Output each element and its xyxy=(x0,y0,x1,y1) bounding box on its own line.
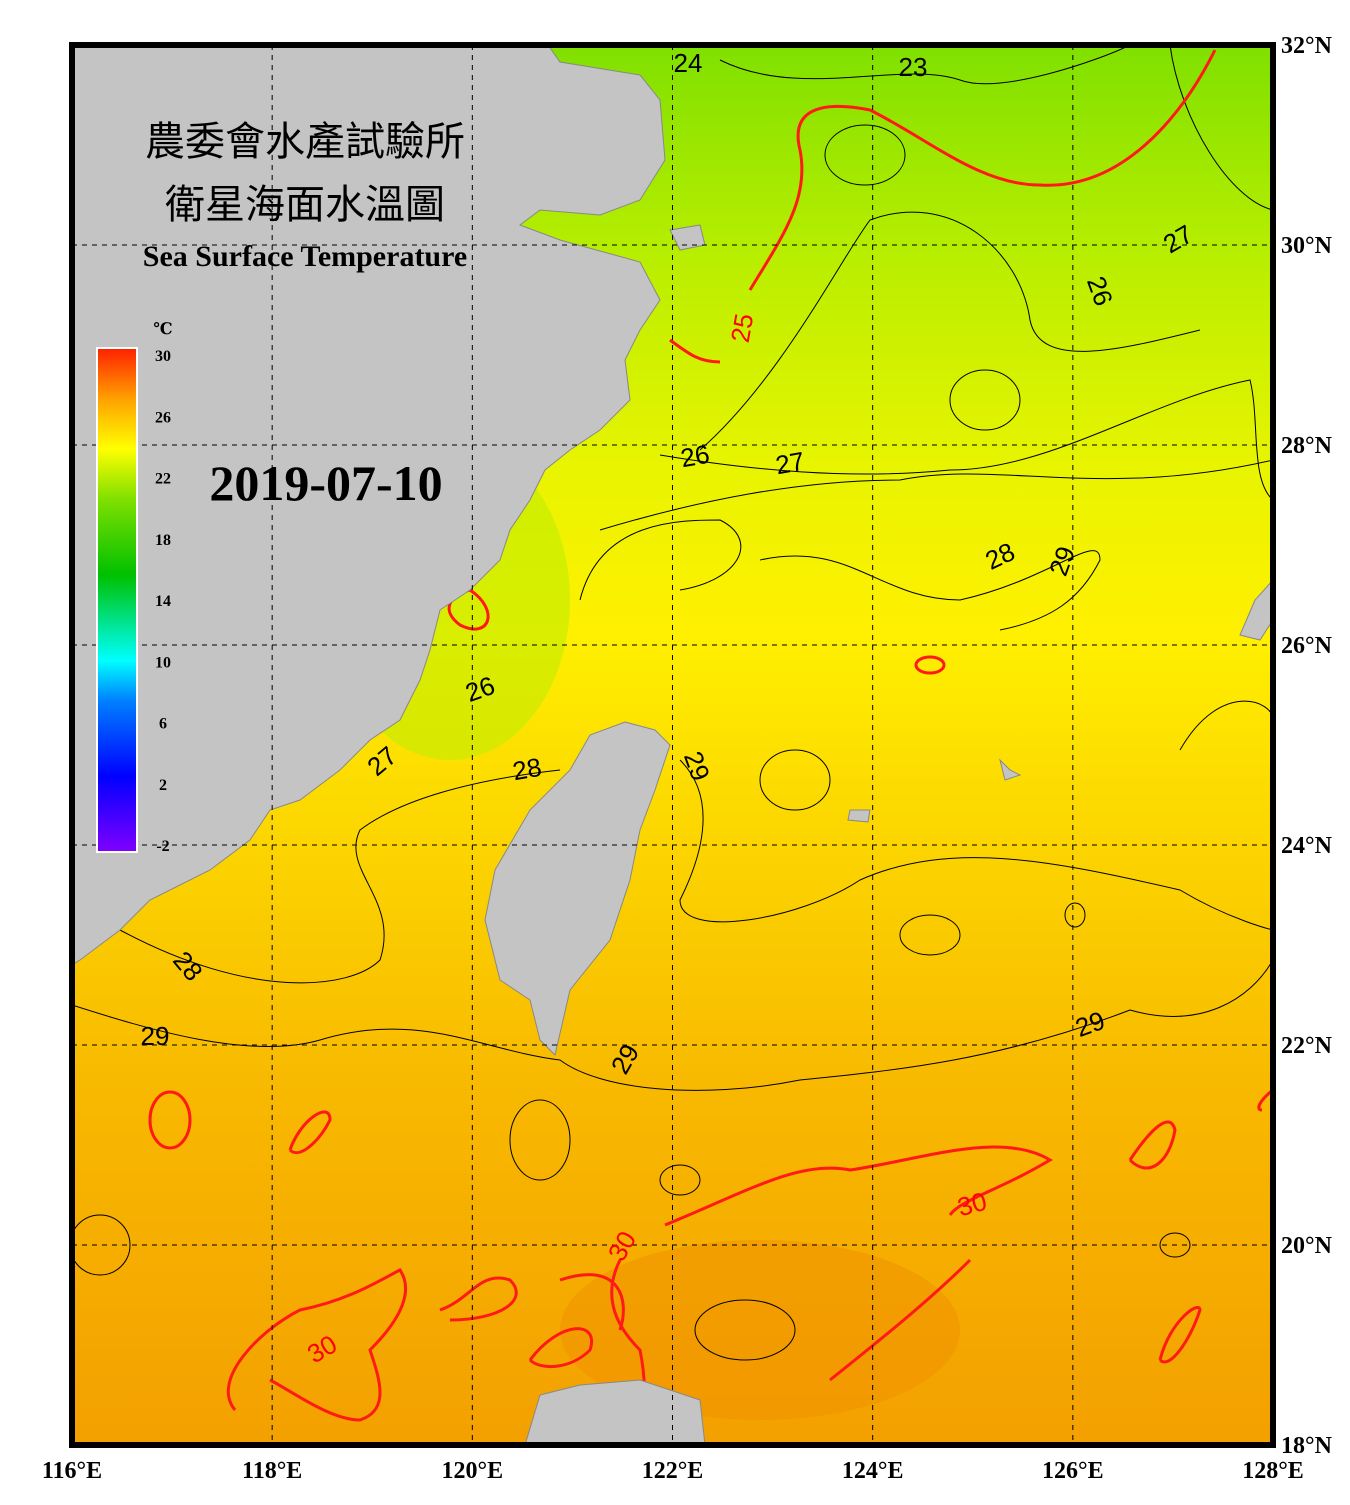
colorbar-tick-label: 22 xyxy=(155,471,171,488)
contour-label: 26 xyxy=(678,439,712,474)
colorbar-tick-label: -2 xyxy=(156,838,169,855)
contour-label: 29 xyxy=(141,1021,170,1051)
lat-label: 22°N xyxy=(1281,1033,1333,1059)
lon-label: 116°E xyxy=(42,1458,102,1484)
contour-label: 28 xyxy=(510,752,544,787)
lat-label: 20°N xyxy=(1281,1233,1333,1259)
colorbar-tick-label: 26 xyxy=(155,409,171,426)
axes: 116°E 118°E 120°E 122°E 124°E 126°E 128°E 32°N 3… xyxy=(42,33,1333,1484)
title-zh-2: 衛星海面水溫圖 xyxy=(165,182,445,227)
lon-label: 128°E xyxy=(1242,1458,1304,1484)
colorbar-tick-label: 10 xyxy=(155,654,171,671)
title-zh-1: 農委會水產試驗所 xyxy=(145,119,465,164)
isotherms xyxy=(72,45,1273,1361)
colorbar-tick-label: 14 xyxy=(155,593,171,610)
lat-label: 26°N xyxy=(1281,633,1333,659)
contour-label: 24 xyxy=(674,48,703,78)
lon-label: 122°E xyxy=(642,1458,704,1484)
lon-label: 124°E xyxy=(842,1458,904,1484)
graticule xyxy=(72,45,1273,1445)
lon-label: 126°E xyxy=(1042,1458,1104,1484)
colorbar-tick-label: 6 xyxy=(159,716,167,733)
colorbar-tick-label: 18 xyxy=(155,532,171,549)
title-en: Sea Surface Temperature xyxy=(143,240,467,273)
colorbar-tick-label: 2 xyxy=(159,777,167,794)
lon-label: 118°E xyxy=(242,1458,302,1484)
lat-label: 32°N xyxy=(1281,33,1333,59)
land xyxy=(72,45,1273,1445)
colorbar-tick-label: 30 xyxy=(155,348,171,365)
contour-label: 25 xyxy=(725,311,760,345)
map-frame xyxy=(69,42,1276,1448)
contour-label: 23 xyxy=(899,52,928,82)
colorbar xyxy=(96,347,138,853)
colorbar-unit: ℃ xyxy=(153,321,172,338)
lat-label: 28°N xyxy=(1281,433,1333,459)
lon-label: 120°E xyxy=(442,1458,504,1484)
lat-label: 30°N xyxy=(1281,233,1333,259)
date: 2019-07-10 xyxy=(209,455,442,511)
lat-label: 24°N xyxy=(1281,833,1333,859)
lat-label: 18°N xyxy=(1281,1433,1333,1459)
contour-label: 27 xyxy=(773,446,807,481)
warm-pool xyxy=(560,1240,960,1420)
